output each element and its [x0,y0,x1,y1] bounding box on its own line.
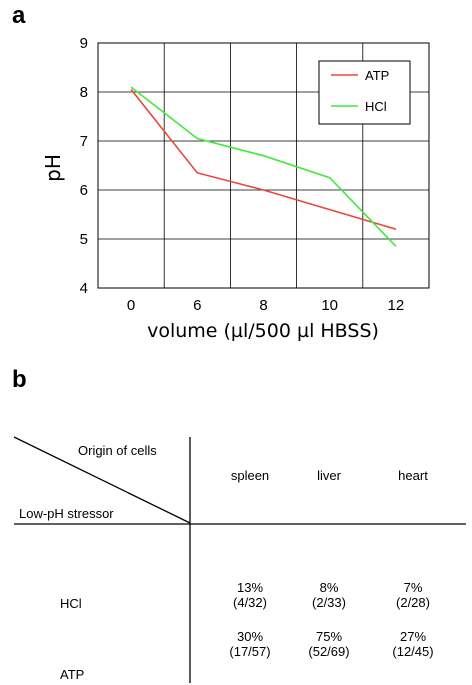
cell-atp-heart: 27% (12/45) [381,629,445,659]
ph-line-chart: 4 5 6 7 8 9 0 6 8 10 12 pH volume (µl/500 µl HBSS)… [41,35,430,342]
y-tick-label: 6 [80,182,88,199]
chart-grid [98,43,429,288]
y-axis-title: pH [41,154,65,182]
cell-pct: 75% [315,629,343,644]
y-tick-label: 8 [80,84,88,101]
legend-box [318,60,411,125]
y-tick-label: 7 [80,133,88,150]
cell-hcl-heart: 7% (2/28) [381,580,445,610]
cell-pct: 27% [399,629,427,644]
y-tick-label: 5 [80,231,88,248]
column-header-liver: liver [317,468,341,483]
cell-ratio: (2/33) [312,595,346,610]
panel-a-label: a [12,2,26,29]
x-tick-label: 0 [127,297,135,314]
cell-ratio: (52/69) [308,644,350,659]
cell-pct: 13% [236,580,264,595]
column-header-heart: heart [398,468,428,483]
x-tick-label: 12 [388,297,405,314]
column-header-spleen: spleen [230,468,270,483]
x-tick-label: 10 [321,297,338,314]
x-axis-title: volume (µl/500 µl HBSS) [147,320,379,342]
x-tick-label: 6 [193,297,201,314]
cell-ratio: (2/28) [396,595,430,610]
plot-frame [97,42,430,289]
cell-atp-spleen: 30% (17/57) [218,629,282,659]
series-line-hcl [130,86,397,247]
row-label-atp: ATP [60,667,85,682]
chart-series [130,86,397,247]
legend-label-hcl: HCl [365,99,387,114]
cell-ratio: (12/45) [392,644,434,659]
cell-pct: 7% [403,580,423,595]
legend-label-atp: ATP [365,68,389,83]
chart-legend: ATP HCl [318,60,411,125]
y-tick-label: 4 [80,280,88,297]
panel-b-label: b [12,366,27,393]
header-low-ph-stressor: Low-pH stressor [19,506,114,521]
series-line-atp [130,89,397,230]
cell-pct: 30% [236,629,264,644]
table-diagonal [13,436,191,524]
row-label-hcl: HCl [60,596,82,611]
cell-ratio: (17/57) [229,644,271,659]
cell-pct: 8% [319,580,339,595]
chart-ticks: 4 5 6 7 8 9 0 6 8 10 12 [80,35,405,314]
cell-hcl-liver: 8% (2/33) [297,580,361,610]
cell-atp-liver: 75% (52/69) [297,629,361,659]
cell-hcl-spleen: 13% (4/32) [218,580,282,610]
header-origin-of-cells: Origin of cells [78,443,157,458]
x-tick-label: 8 [259,297,267,314]
y-tick-label: 9 [80,35,88,52]
cell-ratio: (4/32) [233,595,267,610]
